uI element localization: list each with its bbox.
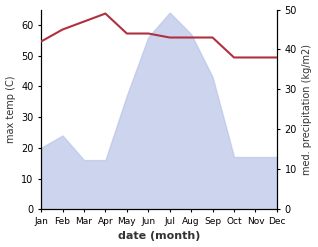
Y-axis label: med. precipitation (kg/m2): med. precipitation (kg/m2) [302, 44, 313, 175]
Y-axis label: max temp (C): max temp (C) [5, 76, 16, 143]
X-axis label: date (month): date (month) [118, 231, 200, 242]
